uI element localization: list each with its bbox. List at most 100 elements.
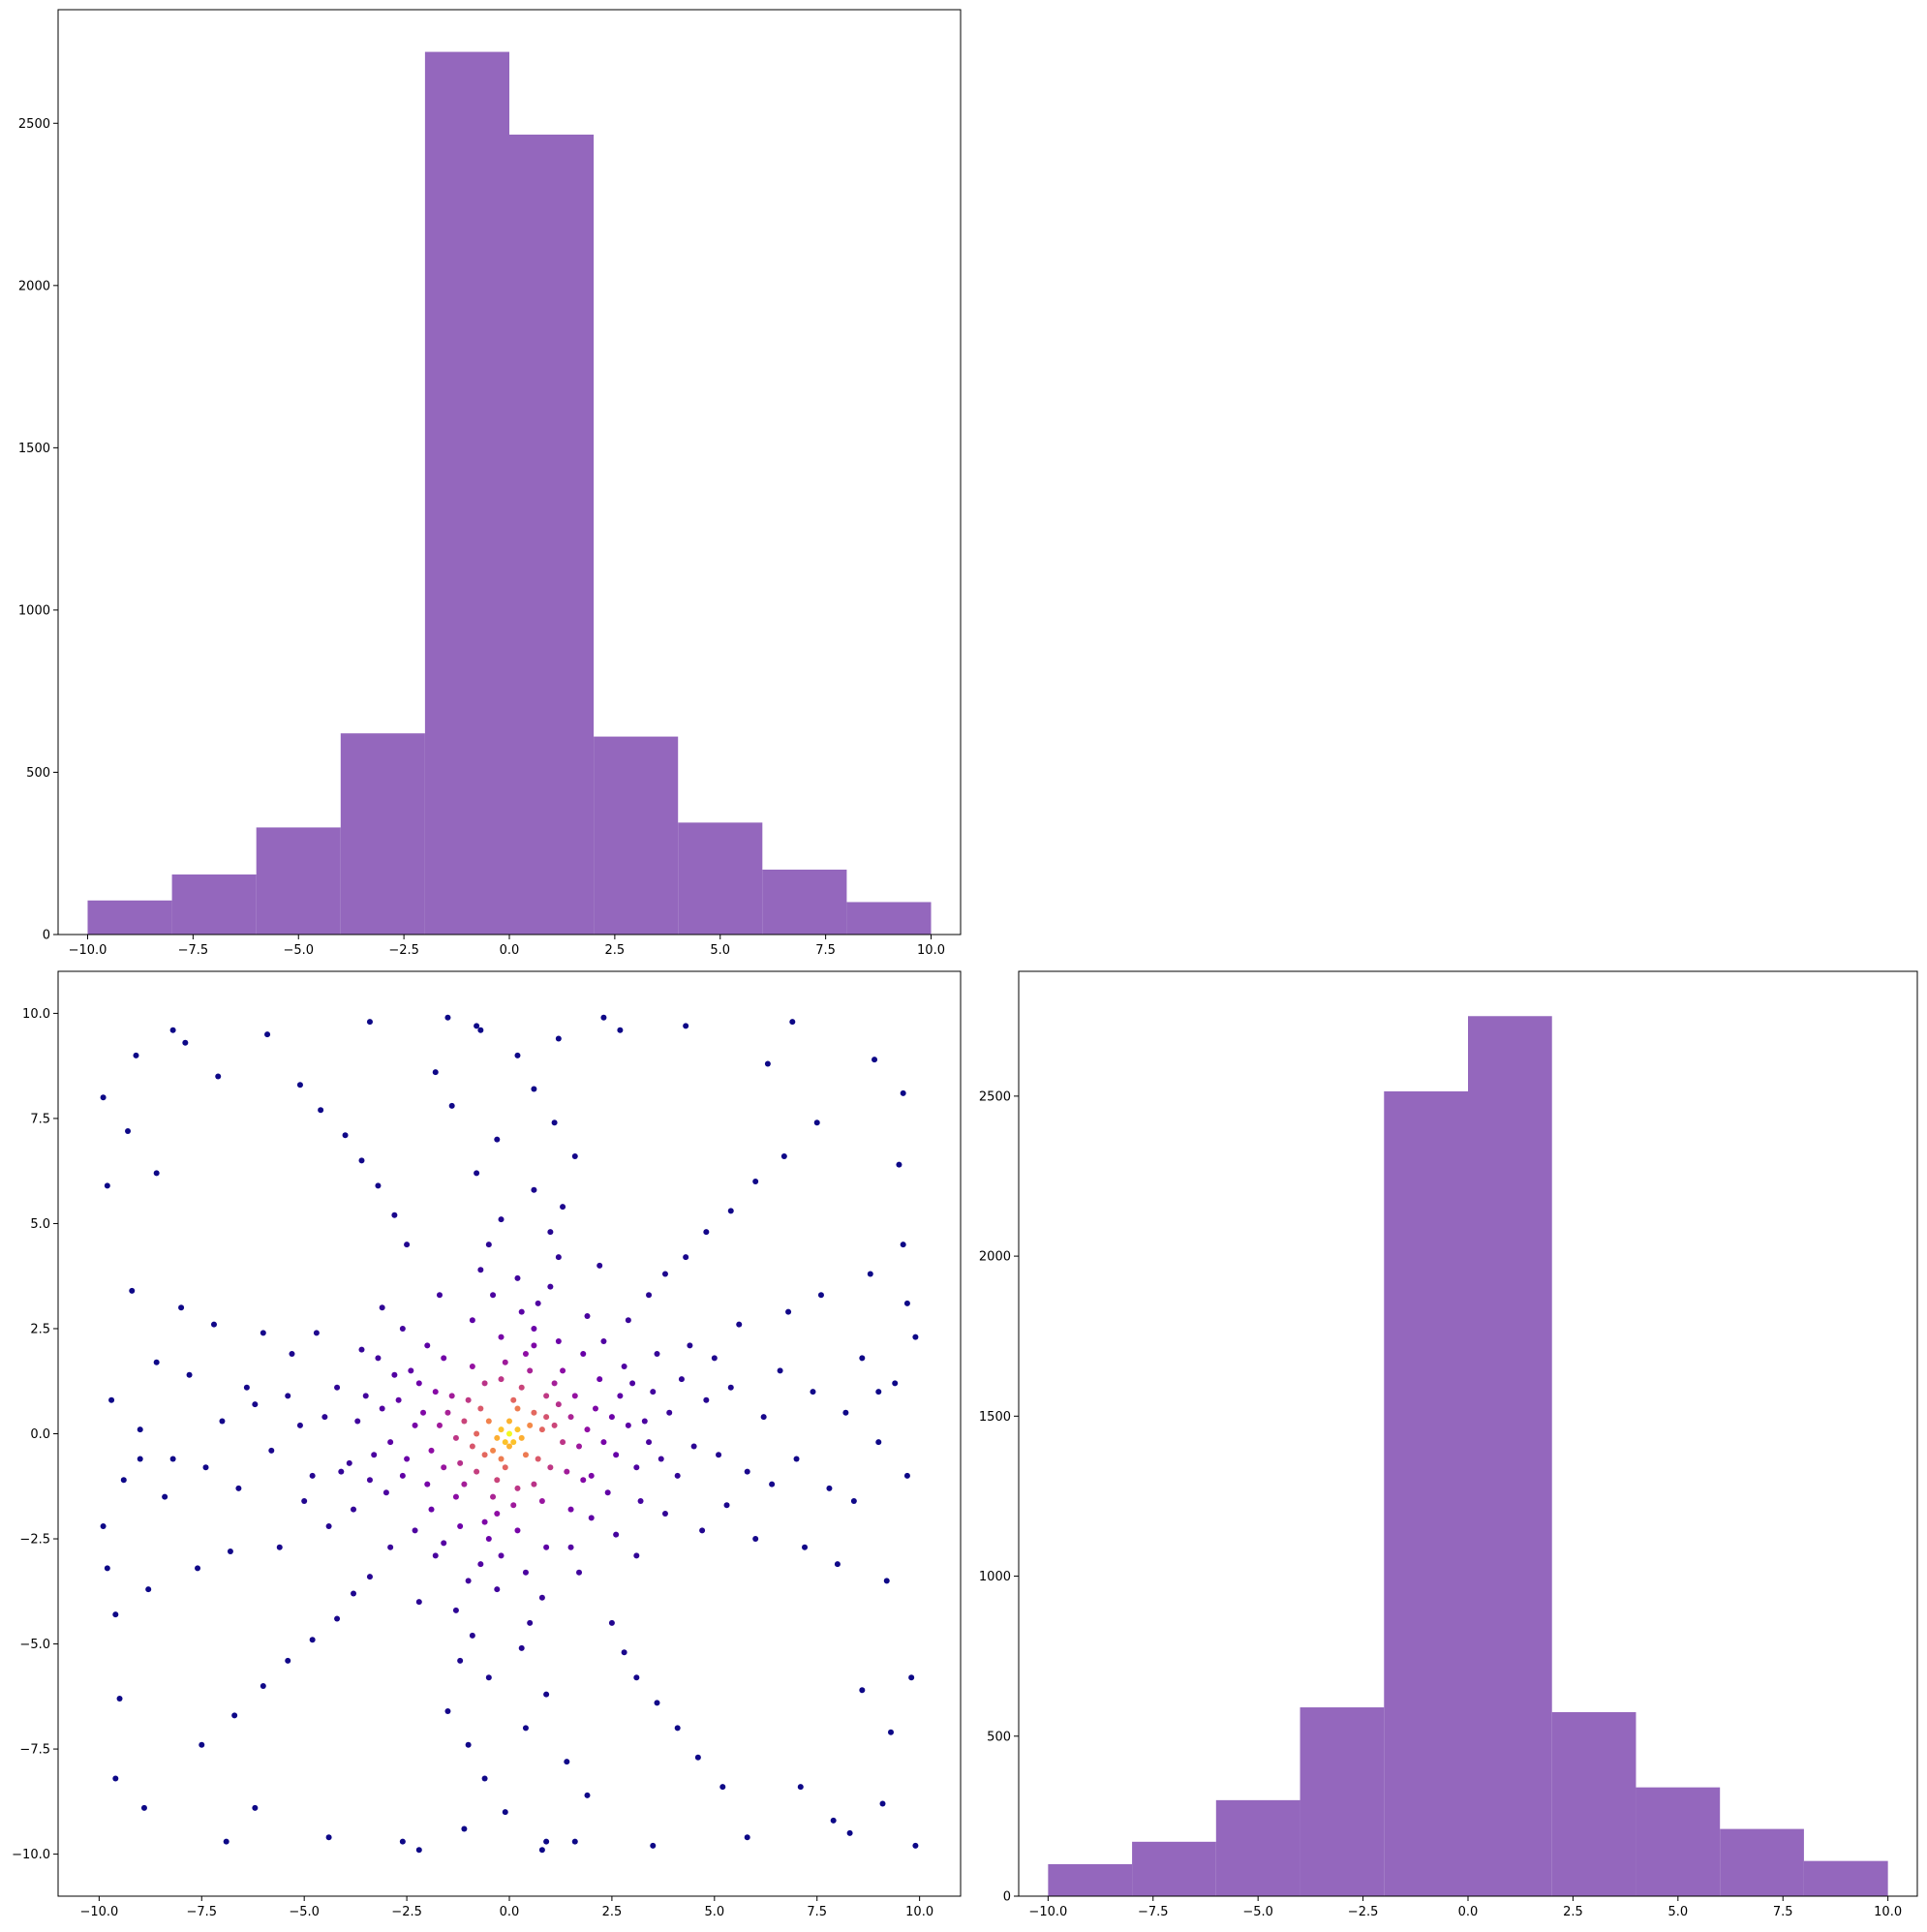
scatter-point bbox=[826, 1485, 833, 1491]
scatter-point bbox=[465, 1578, 472, 1584]
scatter-point bbox=[538, 1594, 545, 1601]
top-histogram-ytick-label: 500 bbox=[26, 766, 50, 781]
scatter-point bbox=[678, 1376, 685, 1383]
scatter-point bbox=[325, 1834, 332, 1841]
scatter-ytick-label: 5.0 bbox=[30, 1217, 50, 1232]
scatter-point bbox=[334, 1615, 341, 1622]
scatter-point bbox=[498, 1552, 505, 1559]
scatter-point bbox=[379, 1304, 385, 1311]
histogram-bar bbox=[1048, 1863, 1133, 1896]
scatter-point bbox=[538, 1426, 545, 1433]
scatter-point bbox=[452, 1493, 459, 1500]
scatter-point bbox=[703, 1229, 710, 1236]
scatter-point bbox=[137, 1426, 143, 1433]
scatter-point bbox=[531, 1086, 537, 1092]
scatter-point bbox=[625, 1422, 631, 1428]
scatter-point bbox=[879, 1800, 886, 1807]
scatter-point bbox=[514, 1527, 521, 1534]
scatter-point bbox=[137, 1456, 143, 1462]
right-histogram-xtick-label: 0.0 bbox=[1458, 1905, 1479, 1919]
scatter-point bbox=[404, 1242, 411, 1248]
scatter-point bbox=[764, 1060, 771, 1067]
scatter-point bbox=[567, 1544, 574, 1550]
scatter-point bbox=[296, 1082, 303, 1089]
scatter-point bbox=[169, 1027, 176, 1033]
scatter-point bbox=[789, 1019, 796, 1026]
scatter-point bbox=[912, 1334, 919, 1340]
top-histogram-ytick-label: 2500 bbox=[18, 117, 50, 132]
scatter-point bbox=[498, 1426, 505, 1433]
scatter-point bbox=[903, 1300, 910, 1306]
histogram-bar bbox=[1132, 1841, 1216, 1896]
scatter-point bbox=[309, 1472, 316, 1479]
right-histogram-xtick-label: 10.0 bbox=[1874, 1905, 1902, 1919]
right-histogram-axes: −10.0 −7.5 −5.0 −2.5 0.0 2.5 5.0 7.5 10.0 0 500 100… bbox=[979, 970, 1918, 1919]
scatter-point bbox=[481, 1380, 488, 1387]
scatter-point bbox=[785, 1308, 792, 1315]
right-histogram-xtick-label: 7.5 bbox=[1773, 1905, 1793, 1919]
scatter-point bbox=[867, 1271, 873, 1277]
scatter-point bbox=[477, 1405, 484, 1412]
scatter-point bbox=[252, 1401, 259, 1408]
scatter-point bbox=[285, 1393, 291, 1399]
scatter-point bbox=[576, 1443, 583, 1450]
scatter-point bbox=[420, 1409, 427, 1416]
scatter-point bbox=[104, 1565, 110, 1572]
scatter-point bbox=[469, 1317, 475, 1324]
scatter-point bbox=[883, 1578, 890, 1584]
scatter-point bbox=[817, 1292, 824, 1299]
scatter-point bbox=[415, 1380, 422, 1387]
scatter-point bbox=[650, 1389, 657, 1395]
right-histogram-xtick-label: −5.0 bbox=[1242, 1905, 1273, 1919]
top-histogram-ytick-label: 1000 bbox=[18, 603, 50, 618]
scatter-point bbox=[457, 1523, 464, 1529]
scatter-point bbox=[535, 1456, 541, 1462]
scatter-point bbox=[264, 1031, 271, 1038]
scatter-point bbox=[223, 1838, 229, 1845]
scatter-point bbox=[387, 1439, 394, 1446]
scatter-point bbox=[490, 1292, 497, 1299]
scatter-point bbox=[674, 1725, 681, 1732]
scatter-point bbox=[646, 1439, 653, 1446]
scatter-point bbox=[650, 1842, 657, 1849]
scatter-point bbox=[719, 1784, 726, 1791]
scatter-point bbox=[436, 1422, 443, 1428]
scatter-point bbox=[588, 1515, 595, 1521]
scatter-point bbox=[457, 1657, 464, 1664]
top-histogram-ytick-label: 0 bbox=[43, 929, 50, 943]
scatter-xtick-label: 2.5 bbox=[602, 1905, 623, 1919]
scatter-point bbox=[108, 1396, 115, 1403]
scatter-point bbox=[354, 1418, 361, 1425]
scatter-point bbox=[120, 1477, 127, 1484]
scatter-point bbox=[661, 1271, 668, 1277]
scatter-point bbox=[802, 1544, 809, 1550]
scatter-point bbox=[625, 1317, 631, 1324]
scatter-point bbox=[834, 1561, 841, 1568]
scatter-point bbox=[531, 1186, 537, 1193]
scatter-point bbox=[485, 1674, 492, 1681]
top-histogram-xtick-label: 10.0 bbox=[917, 943, 945, 958]
scatter-point bbox=[444, 1708, 451, 1714]
scatter-point bbox=[125, 1127, 132, 1134]
histogram-bar bbox=[678, 822, 763, 935]
scatter-point bbox=[133, 1052, 139, 1058]
scatter-point bbox=[485, 1536, 492, 1543]
scatter-xtick-label: −7.5 bbox=[186, 1905, 217, 1919]
scatter-point bbox=[687, 1342, 693, 1349]
scatter-point bbox=[498, 1216, 505, 1223]
scatter-point bbox=[474, 1023, 480, 1029]
scatter-point bbox=[231, 1712, 238, 1719]
scatter-point bbox=[494, 1136, 501, 1143]
scatter-point bbox=[321, 1414, 328, 1421]
top-histogram-xtick-label: −5.0 bbox=[283, 943, 314, 958]
scatter-ytick-label: −10.0 bbox=[12, 1848, 50, 1862]
scatter-point bbox=[481, 1775, 488, 1782]
scatter-point bbox=[461, 1825, 468, 1832]
histogram-bar bbox=[594, 736, 679, 935]
scatter-point bbox=[522, 1725, 529, 1732]
scatter-point bbox=[465, 1396, 472, 1403]
histogram-bar bbox=[424, 51, 509, 935]
scatter-point bbox=[674, 1472, 681, 1479]
scatter-point bbox=[780, 1153, 787, 1159]
scatter-point bbox=[654, 1700, 660, 1706]
